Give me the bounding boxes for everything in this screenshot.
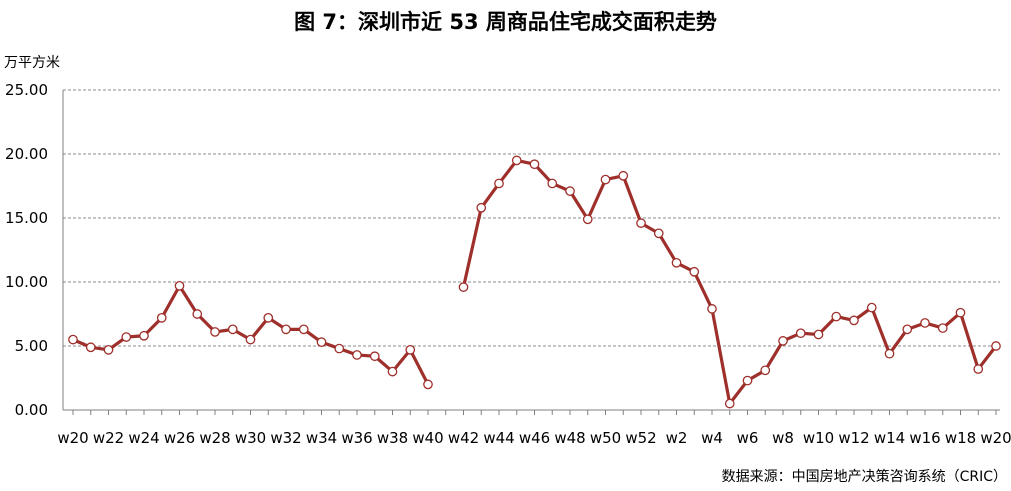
x-tick-label: w20 bbox=[980, 429, 1011, 447]
x-tick-label: w38 bbox=[377, 429, 408, 447]
data-point-w45-25 bbox=[511, 155, 522, 166]
data-point-w30-10 bbox=[245, 334, 256, 345]
data-point-w17-49 bbox=[937, 323, 948, 333]
data-point-w18-50 bbox=[955, 307, 966, 318]
x-tick-label: w6 bbox=[737, 429, 759, 447]
data-source-note: 数据来源：中国房地产决策咨询系统（CRIC） bbox=[721, 469, 1007, 485]
data-point-w20-52 bbox=[991, 341, 1001, 351]
x-tick-label: w20 bbox=[57, 429, 88, 447]
data-point-w27-7 bbox=[192, 309, 203, 319]
data-point-w7-39 bbox=[760, 365, 771, 376]
data-point-w26-6 bbox=[174, 280, 185, 291]
x-tick-label: w8 bbox=[772, 429, 794, 447]
x-tick-label: w10 bbox=[803, 429, 834, 447]
data-point-w6-38 bbox=[742, 375, 753, 386]
data-point-w5-37 bbox=[724, 398, 735, 409]
data-point-w14-46 bbox=[884, 348, 895, 359]
x-tick-label: w18 bbox=[945, 429, 976, 447]
data-point-w1-33 bbox=[653, 228, 664, 239]
data-point-w21-1 bbox=[85, 342, 96, 353]
x-tick-label: w28 bbox=[199, 429, 230, 447]
data-point-w43-23 bbox=[476, 202, 487, 213]
data-point-w31-11 bbox=[263, 312, 274, 323]
x-tick-label: w48 bbox=[554, 429, 585, 447]
x-tick-label: w32 bbox=[270, 429, 301, 447]
data-point-w49-29 bbox=[582, 214, 593, 225]
data-point-w10-42 bbox=[813, 329, 824, 340]
x-tick-label: w50 bbox=[590, 429, 621, 447]
data-point-w34-14 bbox=[316, 337, 327, 348]
data-point-w42-22 bbox=[458, 282, 469, 292]
data-point-w38-18 bbox=[387, 366, 398, 377]
data-point-w36-16 bbox=[352, 350, 362, 360]
data-point-w4-36 bbox=[707, 304, 717, 314]
x-tick-label: w22 bbox=[93, 429, 124, 447]
data-point-w3-35 bbox=[689, 266, 700, 277]
x-tick-label: w34 bbox=[306, 429, 337, 447]
data-point-w2-34 bbox=[671, 257, 682, 268]
x-tick-label: w46 bbox=[519, 429, 550, 447]
data-point-w25-5 bbox=[156, 312, 167, 323]
data-point-w39-19 bbox=[405, 344, 416, 355]
data-point-w47-27 bbox=[547, 178, 558, 189]
x-tick-labels: w20 w22 w24 w26 w28 w30 w32 w34 w36 w38 w40 w42 w44 w… bbox=[57, 429, 1011, 447]
x-tick-label: w14 bbox=[874, 429, 905, 447]
data-point-w51-31 bbox=[618, 170, 629, 181]
y-tick-label: 25.00 bbox=[5, 81, 48, 99]
data-point-w24-4 bbox=[139, 330, 149, 341]
data-point-w32-12 bbox=[281, 324, 291, 335]
y-tick-label: 15.00 bbox=[5, 209, 48, 227]
data-point-w44-24 bbox=[494, 178, 504, 189]
data-points bbox=[68, 155, 1001, 409]
x-tick-label: w26 bbox=[164, 429, 195, 447]
x-tick-label: w4 bbox=[701, 429, 723, 447]
data-point-w9-41 bbox=[795, 328, 806, 339]
data-point-w46-26 bbox=[529, 159, 540, 170]
data-point-w13-45 bbox=[866, 302, 877, 313]
data-point-w35-15 bbox=[334, 343, 345, 354]
axes bbox=[62, 90, 1000, 415]
data-point-w12-44 bbox=[849, 315, 859, 326]
data-point-w29-9 bbox=[227, 324, 238, 335]
data-point-w50-30 bbox=[600, 174, 611, 185]
x-tick-label: w42 bbox=[448, 429, 479, 447]
data-point-w15-47 bbox=[902, 324, 913, 335]
data-point-w28-8 bbox=[210, 327, 220, 337]
x-tick-label: w36 bbox=[341, 429, 372, 447]
data-point-w33-13 bbox=[298, 324, 309, 335]
gridlines bbox=[63, 89, 1000, 347]
data-point-w22-2 bbox=[103, 344, 114, 355]
y-tick-label: 0.00 bbox=[15, 401, 48, 419]
x-tick-label: w2 bbox=[666, 429, 688, 447]
chart-title: 图 7：深圳市近 53 周商品住宅成交面积走势 bbox=[294, 10, 717, 34]
data-point-w20-0 bbox=[68, 334, 78, 345]
y-tick-labels: 0.00 5.00 10.00 15.00 20.00 25.00 bbox=[5, 81, 48, 419]
y-tick-label: 10.00 bbox=[5, 273, 48, 291]
data-point-w40-20 bbox=[423, 379, 433, 390]
data-point-w48-28 bbox=[565, 186, 575, 196]
data-point-w16-48 bbox=[920, 318, 930, 328]
data-point-w11-43 bbox=[831, 311, 842, 322]
x-tick-label: w44 bbox=[483, 429, 514, 447]
x-tick-label: w30 bbox=[235, 429, 266, 447]
data-point-w8-40 bbox=[778, 336, 788, 346]
data-point-w52-32 bbox=[636, 218, 646, 228]
y-tick-label: 5.00 bbox=[15, 337, 48, 355]
x-tick-label: w52 bbox=[625, 429, 656, 447]
data-point-w37-17 bbox=[369, 351, 380, 362]
x-tick-label: w24 bbox=[128, 429, 159, 447]
y-axis-unit-label: 万平方米 bbox=[4, 55, 60, 71]
y-tick-label: 20.00 bbox=[5, 145, 48, 163]
x-tick-label: w16 bbox=[909, 429, 940, 447]
x-tick-label: w40 bbox=[412, 429, 443, 447]
data-point-w19-51 bbox=[973, 364, 984, 374]
x-tick-label: w12 bbox=[838, 429, 869, 447]
data-point-w23-3 bbox=[121, 332, 132, 342]
